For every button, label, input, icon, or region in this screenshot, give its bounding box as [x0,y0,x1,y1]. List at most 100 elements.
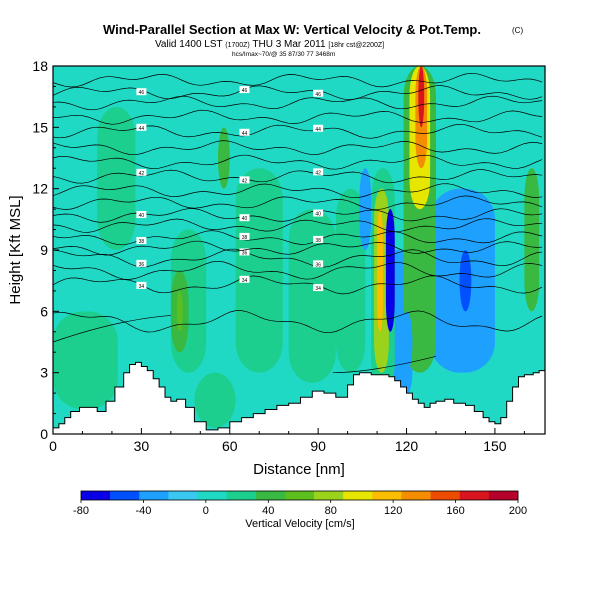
theta-contour [53,315,171,343]
contour-label: 40 [242,216,248,222]
contour-label-bg [313,235,324,243]
contour-label-bg [239,248,250,256]
contour-label-bg [239,232,250,240]
field-feature [385,209,395,332]
colorbar-tick-label: -40 [135,505,151,517]
colorbar-swatch [226,491,257,500]
colorbar-swatch [343,491,373,500]
contour-label-bg [313,284,324,292]
x-tick-label: 0 [49,438,57,454]
theta-contour [53,123,543,139]
info-line: hcs/Imax~70/@ 35 87/30 77 3468m [232,51,335,58]
theta-contour [332,355,437,374]
contour-label: 38 [315,238,321,244]
contour-label-bg [313,124,324,132]
field-feature [359,168,372,250]
colorbar-swatch [197,491,227,500]
field-feature [524,168,540,312]
contour-label-bg [239,176,250,184]
contour-label: 42 [315,170,321,176]
copyright-mark: (C) [512,26,523,35]
valid-time-line: Valid 1400 LST (1700Z) THU 3 Mar 2011 [1… [155,39,384,50]
theta-contour [53,140,543,156]
contour-label: 44 [315,127,321,133]
y-tick-label: 3 [40,365,48,381]
theta-contour [53,248,543,268]
contour-label-bg [239,275,250,283]
colorbar-tick-label: 40 [262,505,274,517]
y-axis: 0 3 6 9 12 15 18 [32,58,59,442]
contour-label-bg [239,214,250,222]
contour-label-bg [136,259,147,267]
contour-label: 44 [139,126,145,132]
contour-label: 40 [315,212,321,218]
colorbar: -80 -40 0 40 80 120 160 200 [73,490,527,517]
contour-label-bg [136,88,147,96]
colorbar-tick-label: -80 [73,505,89,517]
contour-label: 36 [315,262,321,268]
contour-label: 42 [242,178,248,184]
colorbar-tick-label: 120 [384,505,402,517]
contour-label: 34 [315,286,321,292]
terrain [53,361,545,434]
field-feature [176,290,183,332]
theta-contour [53,230,543,246]
field-feature [97,106,136,250]
contour-label: 38 [139,239,145,245]
colorbar-swatch [401,491,431,500]
chart-title: Wind-Parallel Section at Max W: Vertical… [103,22,481,37]
contour-label-bg [313,168,324,176]
theta-contour [53,195,543,211]
x-tick-label: 30 [134,438,150,454]
theta-contour [53,218,543,233]
x-axis: 0 30 60 90 120 150 [49,428,525,454]
contour-label: 42 [139,171,145,177]
contour-label-bg [313,89,324,97]
colorbar-swatch [372,491,402,500]
contour-label-bg [136,281,147,289]
y-tick-label: 15 [32,119,48,135]
colorbar-tick-label: 200 [509,505,527,517]
x-tick-label: 90 [310,438,326,454]
colorbar-swatch [488,491,519,500]
colorbar-swatch [430,491,461,500]
colorbar-swatch [81,491,111,500]
field-feature [288,209,336,383]
y-axis-label: Height [Kft MSL] [7,195,24,304]
field-feature [459,250,472,312]
contour-label: 40 [139,213,145,219]
y-tick-label: 18 [32,58,48,74]
colorbar-swatch [139,491,169,500]
field-feature [217,127,230,189]
contour-label: 36 [139,262,145,268]
theta-contour [53,260,543,280]
field-feature [235,168,283,373]
colorbar-swatch [284,491,315,500]
plot-area: 34 34 34 36 36 36 38 38 38 40 40 40 42 42 42 44 44 44 46 46… [53,66,545,434]
contour-label: 44 [242,131,248,137]
field-feature [335,188,366,373]
field-feature [377,209,383,332]
colorbar-swatch [255,491,286,500]
x-axis-label: Distance [nm] [253,461,345,478]
theta-contour [53,85,543,101]
contour-label-bg [313,209,324,217]
x-tick-label: 120 [395,438,419,454]
x-tick-label: 60 [222,438,238,454]
y-tick-label: 12 [32,181,48,197]
contour-label-bg [313,260,324,268]
colorbar-swatch [314,491,344,500]
theta-contour [53,95,543,111]
colorbar-frame [80,490,519,501]
contour-label-bg [136,168,147,176]
contour-label-bg [136,123,147,131]
colorbar-swatch [459,491,490,500]
colorbar-swatch [168,491,198,500]
theta-contour [53,183,543,199]
field-feature [418,66,425,128]
contour-label-bg [239,128,250,136]
theta-contour [53,240,543,256]
colorbar-tick-label: 80 [325,505,337,517]
contour-label-bg [136,211,147,219]
colorbar-swatch [110,491,140,500]
